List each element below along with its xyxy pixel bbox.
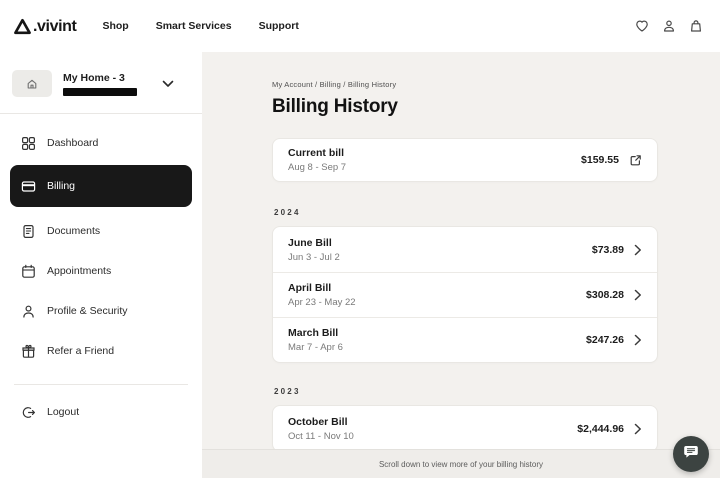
account-icon[interactable]	[661, 18, 677, 34]
brand-wordmark: .vivint	[33, 17, 77, 35]
bill-info: March Bill Mar 7 - Apr 6	[288, 327, 343, 353]
heart-icon[interactable]	[634, 18, 650, 34]
bill-info: April Bill Apr 23 - May 22	[288, 282, 356, 308]
chevron-right-icon[interactable]	[634, 423, 642, 435]
home-thumbnail	[12, 70, 52, 97]
bill-group-2024: June Bill Jun 3 - Jul 2 $73.89 April Bil…	[272, 226, 658, 363]
year-section-label: 2024	[274, 208, 301, 217]
menu-divider	[14, 384, 188, 385]
scroll-hint-bar: Scroll down to view more of your billing…	[202, 449, 720, 478]
breadcrumb[interactable]: My Account / Billing / Billing History	[272, 80, 397, 89]
vivint-logo-icon	[13, 18, 32, 35]
header-icon-group	[634, 18, 704, 34]
top-nav-bar: .vivint Shop Smart Services Support	[0, 0, 720, 52]
person-icon	[20, 303, 36, 319]
nav-link-support[interactable]: Support	[258, 20, 299, 32]
home-selector[interactable]: My Home - 3	[0, 60, 202, 113]
sidebar: My Home - 3 Dashboard	[0, 52, 202, 478]
home-icon	[27, 79, 37, 89]
bill-title: June Bill	[288, 236, 332, 249]
nav-link-shop[interactable]: Shop	[102, 20, 129, 32]
sidebar-item-label: Profile & Security	[47, 305, 128, 317]
chevron-right-icon[interactable]	[634, 244, 642, 256]
calendar-icon	[20, 263, 36, 279]
document-icon	[20, 223, 36, 239]
bill-period: Mar 7 - Apr 6	[288, 342, 343, 353]
bill-row-march[interactable]: March Bill Mar 7 - Apr 6 $247.26	[273, 317, 657, 362]
bill-info: October Bill Oct 11 - Nov 10	[288, 416, 354, 442]
primary-nav: Shop Smart Services Support	[102, 20, 298, 32]
dashboard-grid-icon	[20, 135, 36, 151]
bill-period: Apr 23 - May 22	[288, 297, 356, 308]
bill-period: Jun 3 - Jul 2	[288, 251, 340, 263]
bill-title: October Bill	[288, 415, 348, 428]
page-title: Billing History	[272, 96, 398, 117]
main-content: My Account / Billing / Billing History B…	[202, 52, 720, 478]
bill-info: June Bill Jun 3 - Jul 2	[288, 237, 340, 263]
bill-title: April Bill	[288, 282, 332, 294]
bill-period: Oct 11 - Nov 10	[288, 430, 354, 442]
bill-row-june[interactable]: June Bill Jun 3 - Jul 2 $73.89	[273, 227, 657, 272]
year-section-label: 2023	[274, 387, 301, 396]
credit-card-icon	[20, 178, 36, 194]
logout-icon	[20, 404, 36, 420]
bill-title: March Bill	[288, 327, 339, 339]
sidebar-menu: Dashboard Billing Documents	[0, 114, 202, 478]
sidebar-item-documents[interactable]: Documents	[10, 212, 192, 250]
sidebar-item-billing[interactable]: Billing	[10, 165, 192, 207]
sidebar-item-label: Billing	[47, 180, 76, 192]
sidebar-item-label: Documents	[47, 225, 101, 237]
nav-link-smart-services[interactable]: Smart Services	[155, 20, 232, 32]
vivint-logo[interactable]: .vivint	[13, 17, 77, 35]
bill-amount: $308.28	[586, 289, 624, 301]
sidebar-item-label: Dashboard	[47, 137, 99, 149]
sidebar-item-profile-security[interactable]: Profile & Security	[10, 292, 192, 330]
gift-icon	[20, 343, 36, 359]
home-title: My Home - 3	[63, 71, 125, 84]
bill-amount: $159.55	[581, 154, 619, 166]
chevron-right-icon[interactable]	[634, 289, 642, 301]
open-external-icon[interactable]	[629, 154, 642, 167]
bill-amount: $73.89	[591, 243, 624, 256]
chat-bubble-icon	[682, 443, 700, 466]
sidebar-item-appointments[interactable]: Appointments	[10, 252, 192, 290]
home-info: My Home - 3	[63, 72, 162, 96]
bill-info: Current bill Aug 8 - Sep 7	[288, 147, 346, 173]
scroll-hint-text: Scroll down to view more of your billing…	[378, 459, 544, 469]
bill-amount: $2,444.96	[577, 422, 624, 435]
sidebar-item-refer-a-friend[interactable]: Refer a Friend	[10, 332, 192, 370]
bill-title: Current bill	[288, 147, 345, 159]
chevron-down-icon[interactable]	[162, 75, 174, 93]
chevron-right-icon[interactable]	[634, 334, 642, 346]
chat-button[interactable]	[673, 436, 709, 472]
redacted-address	[63, 87, 137, 96]
sidebar-item-dashboard[interactable]: Dashboard	[10, 124, 192, 162]
sidebar-item-label: Logout	[47, 406, 80, 418]
bill-row-october[interactable]: October Bill Oct 11 - Nov 10 $2,444.96	[273, 406, 657, 451]
sidebar-item-logout[interactable]: Logout	[10, 393, 192, 431]
bill-amount: $247.26	[586, 334, 624, 346]
sidebar-item-label: Appointments	[47, 265, 112, 277]
bag-icon[interactable]	[688, 18, 704, 34]
current-bill-card[interactable]: Current bill Aug 8 - Sep 7 $159.55	[272, 138, 658, 182]
bill-group-2023: October Bill Oct 11 - Nov 10 $2,444.96	[272, 405, 658, 452]
bill-period: Aug 8 - Sep 7	[288, 162, 347, 173]
sidebar-item-label: Refer a Friend	[47, 345, 115, 357]
bill-row-april[interactable]: April Bill Apr 23 - May 22 $308.28	[273, 272, 657, 317]
sidebar-divider	[0, 113, 202, 114]
